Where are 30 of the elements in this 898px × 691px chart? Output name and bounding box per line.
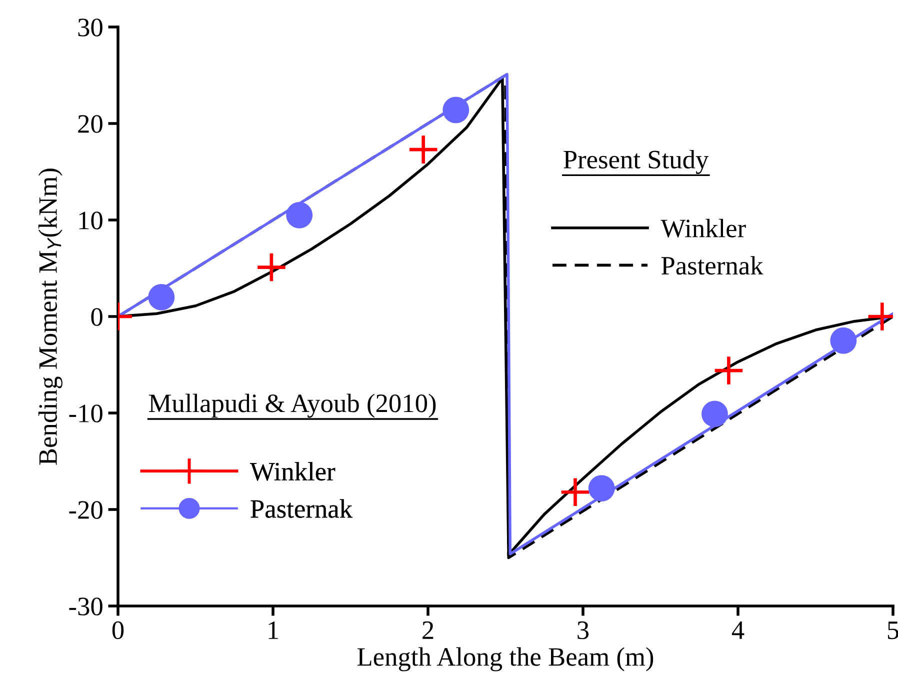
legend-label: Pasternak	[250, 499, 353, 518]
point	[148, 284, 175, 310]
y-tick-label: -30	[69, 598, 102, 616]
point	[258, 253, 286, 282]
annotation: Mullapudi & Ayoub (2010)	[148, 394, 436, 418]
x-tick-label: 2	[422, 621, 434, 639]
point	[702, 400, 728, 428]
y-axis-title: Bending Moment M$_{Y}$(kNm)	[38, 168, 62, 465]
y-tick-label: -10	[69, 404, 102, 422]
point	[714, 356, 743, 384]
point	[588, 475, 615, 502]
legend-label: Winkler	[660, 218, 746, 238]
point	[442, 96, 470, 124]
x-tick-label: 4	[732, 622, 744, 639]
y-tick-label: 20	[78, 115, 102, 133]
y-tick-label: 0	[91, 308, 102, 326]
legend-label: Winkler	[250, 462, 336, 481]
y-tick-label: -20	[69, 501, 102, 519]
point	[409, 136, 438, 164]
point	[830, 327, 857, 354]
y-tick-label: 30	[78, 18, 102, 36]
x-tick-label: 3	[578, 621, 589, 640]
y-tick-label: 10	[79, 212, 102, 230]
x-tick-label: 1	[268, 621, 278, 639]
point	[286, 202, 313, 228]
x-tick-label: 0	[112, 621, 124, 640]
x-axis-title: Length Along the Beam (m)	[357, 647, 654, 672]
legend-label: Pasternak	[661, 256, 764, 275]
annotation: Present Study	[564, 150, 709, 174]
point	[561, 478, 590, 506]
